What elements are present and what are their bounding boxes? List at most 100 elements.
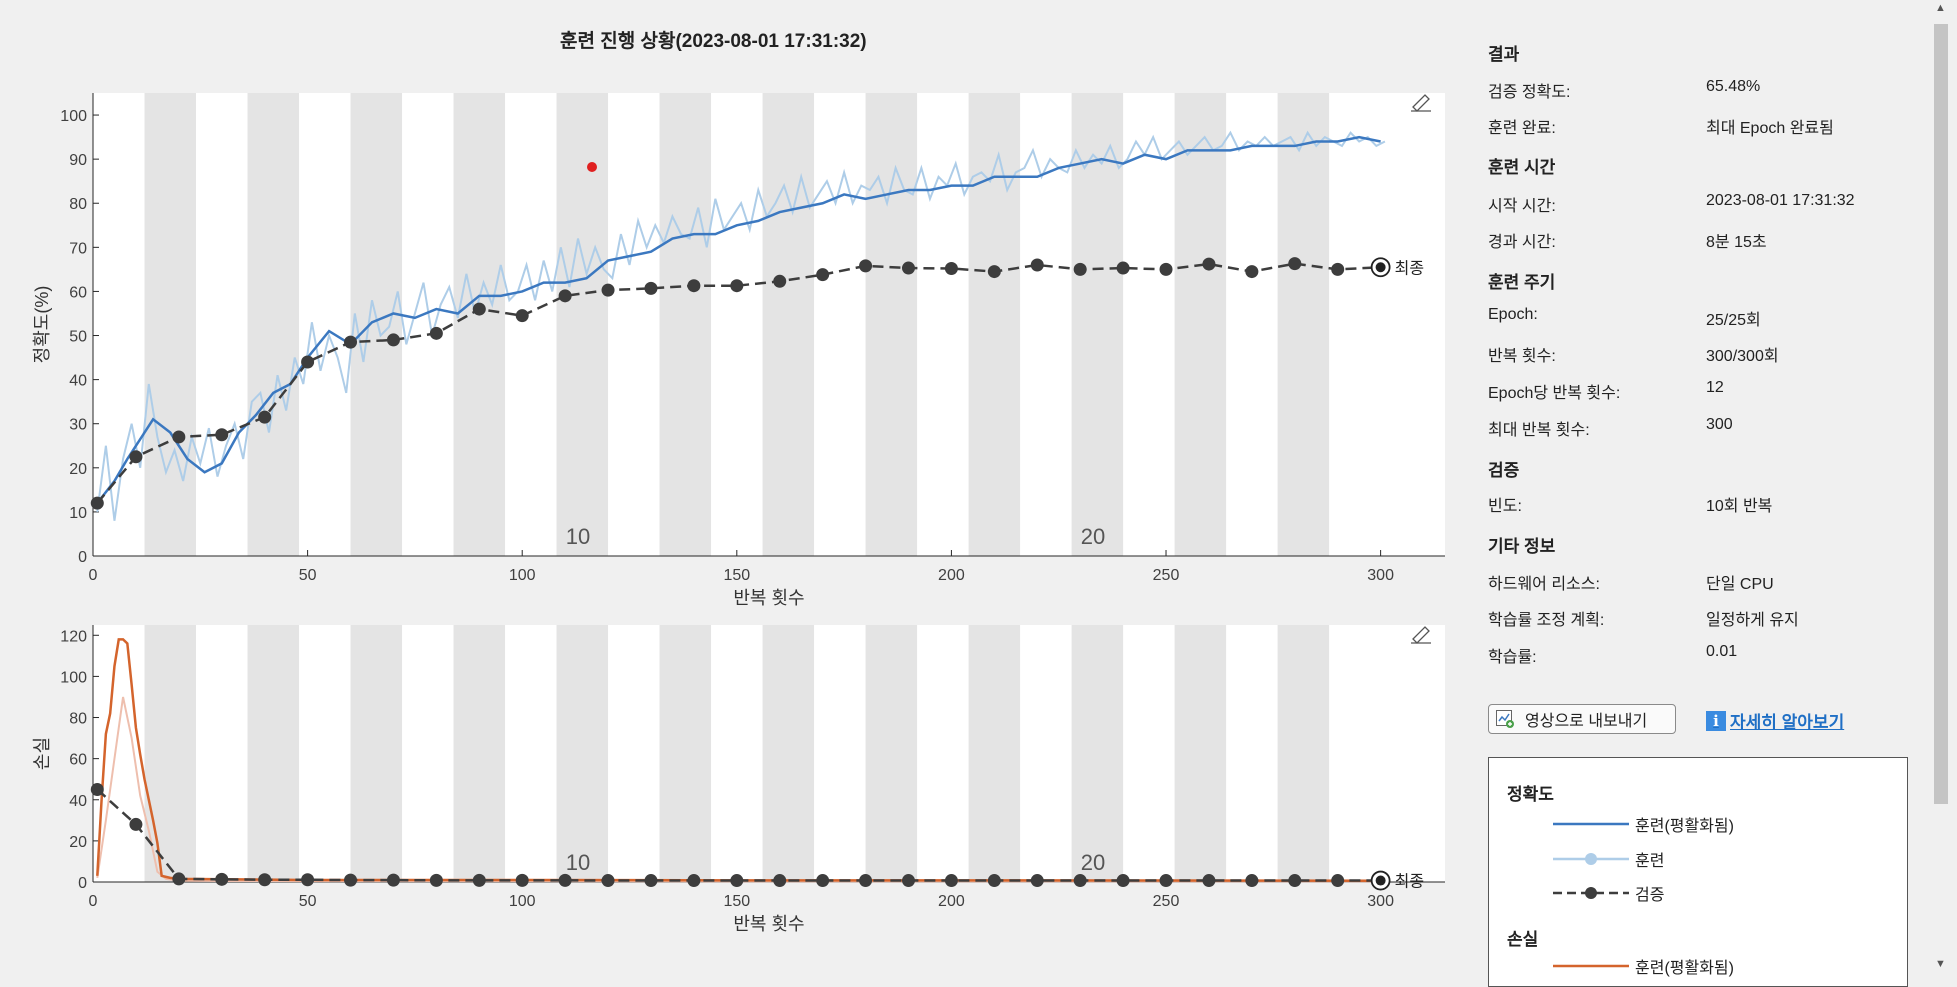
- learning-rate-value: 0.01: [1706, 643, 1738, 660]
- accuracy-y-axis-label: 정확도(%): [32, 286, 52, 364]
- loss-x-tick-label: 0: [89, 893, 98, 910]
- accuracy-train-raw-line: [96, 130, 1386, 521]
- info-icon: i: [1706, 710, 1726, 731]
- legend-item-acc-val: 검증: [1551, 882, 1664, 904]
- legend-line-validation: [1553, 887, 1629, 899]
- pencil-icon: [1412, 626, 1430, 644]
- accuracy-epoch-band: [865, 93, 918, 556]
- export-image-icon: [1496, 710, 1514, 728]
- loss-x-tick-label: 250: [1153, 893, 1180, 910]
- frequency-label: 빈도:: [1488, 498, 1522, 515]
- loss-validation-point: [515, 873, 529, 887]
- scroll-up-arrow-icon[interactable]: ▲: [1935, 2, 1946, 14]
- loss-y-axis-label: 손실: [32, 737, 52, 770]
- loss-validation-point: [90, 782, 104, 796]
- loss-validation-point: [1073, 874, 1087, 888]
- accuracy-y-tick-label: 20: [69, 461, 87, 478]
- accuracy-y-tick-label: 40: [69, 373, 87, 390]
- accuracy-x-tick-label: 150: [723, 567, 750, 584]
- loss-validation-point: [773, 874, 787, 888]
- loss-final-label: 최종: [1395, 873, 1424, 891]
- loss-validation-point: [472, 873, 486, 887]
- legend-line-smoothed: [1553, 822, 1629, 826]
- accuracy-x-tick-label: 300: [1367, 567, 1394, 584]
- accuracy-epoch-band: [144, 93, 197, 556]
- accuracy-validation-point: [301, 355, 315, 369]
- accuracy-epoch-band: [453, 93, 506, 556]
- export-image-button[interactable]: 영상으로 내보내기: [1488, 704, 1676, 734]
- accuracy-validation-point: [386, 333, 400, 347]
- info-panel: 결과 검증 정확도: 65.48% 훈련 완료: 최대 Epoch 완료됨 훈련…: [1474, 0, 1944, 987]
- accuracy-y-tick-label: 10: [69, 505, 87, 522]
- accuracy-validation-point: [644, 281, 658, 295]
- accuracy-x-axis-label: 반복 횟수: [733, 588, 804, 608]
- accuracy-validation-point: [429, 326, 443, 340]
- accuracy-validation-point: [1159, 262, 1173, 276]
- loss-epoch-band: [350, 625, 403, 882]
- legend-line-train: [1553, 853, 1629, 865]
- accuracy-x-tick-label: 250: [1153, 567, 1180, 584]
- accuracy-y-tick-label: 30: [69, 417, 87, 434]
- vertical-scrollbar[interactable]: ▲ ▼: [1930, 0, 1952, 975]
- accuracy-y-tick-label: 90: [69, 152, 87, 169]
- learning-rate-label: 학습률:: [1488, 649, 1537, 666]
- accuracy-validation-point: [1245, 265, 1259, 279]
- training-done-label: 훈련 완료:: [1488, 120, 1556, 137]
- accuracy-edit-plot-icon[interactable]: [1411, 94, 1431, 112]
- accuracy-epoch-band: [1071, 93, 1124, 556]
- loss-validation-point: [944, 874, 958, 888]
- loss-epoch-band: [762, 625, 815, 882]
- learn-more-link[interactable]: i 자세히 알아보기: [1706, 708, 1844, 733]
- loss-validation-point: [1331, 874, 1345, 888]
- loss-y-tick-label: 0: [78, 875, 87, 892]
- loss-epoch-band: [453, 625, 506, 882]
- accuracy-train-smoothed-line: [96, 135, 1381, 504]
- loss-x-axis-label: 반복 횟수: [733, 914, 804, 934]
- time-heading: 훈련 시간: [1488, 158, 1556, 177]
- scroll-down-arrow-icon[interactable]: ▼: [1935, 958, 1946, 970]
- legend-loss-heading: 손실: [1507, 930, 1539, 949]
- accuracy-validation-point: [1030, 258, 1044, 272]
- accuracy-epoch-band: [1174, 93, 1227, 556]
- scroll-thumb[interactable]: [1934, 24, 1948, 804]
- accuracy-epoch-band: [968, 93, 1021, 556]
- loss-epoch-band: [1277, 625, 1330, 882]
- accuracy-y-tick-label: 50: [69, 329, 87, 346]
- loss-epoch-band: [556, 625, 609, 882]
- loss-validation-point: [1030, 874, 1044, 888]
- legend-line-loss-smoothed: [1553, 964, 1629, 968]
- accuracy-epoch-band: [659, 93, 712, 556]
- legend-panel: 정확도 훈련(평활화됨) 훈련 검증 손실 훈련(평활화됨): [1488, 757, 1908, 987]
- loss-final-marker-dot: [1375, 875, 1386, 886]
- pencil-icon: [1412, 94, 1430, 112]
- learn-more-label: 자세히 알아보기: [1730, 713, 1845, 732]
- accuracy-validation-point: [601, 283, 615, 297]
- cursor-dot: [587, 162, 597, 172]
- loss-y-tick-label: 80: [69, 711, 87, 728]
- loss-epoch-band: [247, 625, 300, 882]
- accuracy-validation-point: [472, 302, 486, 316]
- accuracy-x-tick-label: 100: [509, 567, 536, 584]
- accuracy-x-tick-label: 50: [299, 567, 317, 584]
- legend-item-loss-smoothed: 훈련(평활화됨): [1551, 955, 1734, 977]
- cycle-heading: 훈련 주기: [1488, 273, 1556, 292]
- accuracy-epoch-band: [1277, 93, 1330, 556]
- loss-validation-point: [730, 874, 744, 888]
- loss-validation-point: [1288, 874, 1302, 888]
- loss-epoch-band: [968, 625, 1021, 882]
- loss-validation-point: [258, 873, 272, 887]
- loss-validation-point: [816, 874, 830, 888]
- accuracy-y-tick-label: 0: [78, 549, 87, 566]
- loss-epoch-label: 20: [1081, 850, 1105, 875]
- loss-edit-plot-icon[interactable]: [1411, 626, 1431, 644]
- legend-label-acc-train: 훈련: [1635, 853, 1665, 870]
- start-time-value: 2023-08-01 17:31:32: [1706, 192, 1855, 209]
- accuracy-epoch-band: [762, 93, 815, 556]
- accuracy-validation-point: [90, 496, 104, 510]
- accuracy-validation-point: [215, 428, 229, 442]
- lr-schedule-value: 일정하게 유지: [1706, 612, 1799, 629]
- lr-schedule-label: 학습률 조정 계획:: [1488, 612, 1605, 629]
- loss-epoch-band: [1071, 625, 1124, 882]
- loss-epoch-band: [865, 625, 918, 882]
- validation-heading: 검증: [1488, 461, 1520, 480]
